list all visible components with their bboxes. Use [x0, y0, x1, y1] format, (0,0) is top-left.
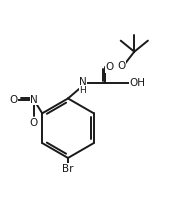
Text: O: O: [106, 62, 114, 72]
Text: O: O: [10, 95, 18, 105]
Text: O: O: [30, 118, 38, 128]
Text: N: N: [79, 77, 87, 87]
Text: N: N: [30, 95, 38, 105]
Text: H: H: [79, 86, 86, 95]
Text: Br: Br: [62, 164, 74, 174]
Text: OH: OH: [130, 78, 146, 88]
Text: O: O: [117, 61, 126, 71]
